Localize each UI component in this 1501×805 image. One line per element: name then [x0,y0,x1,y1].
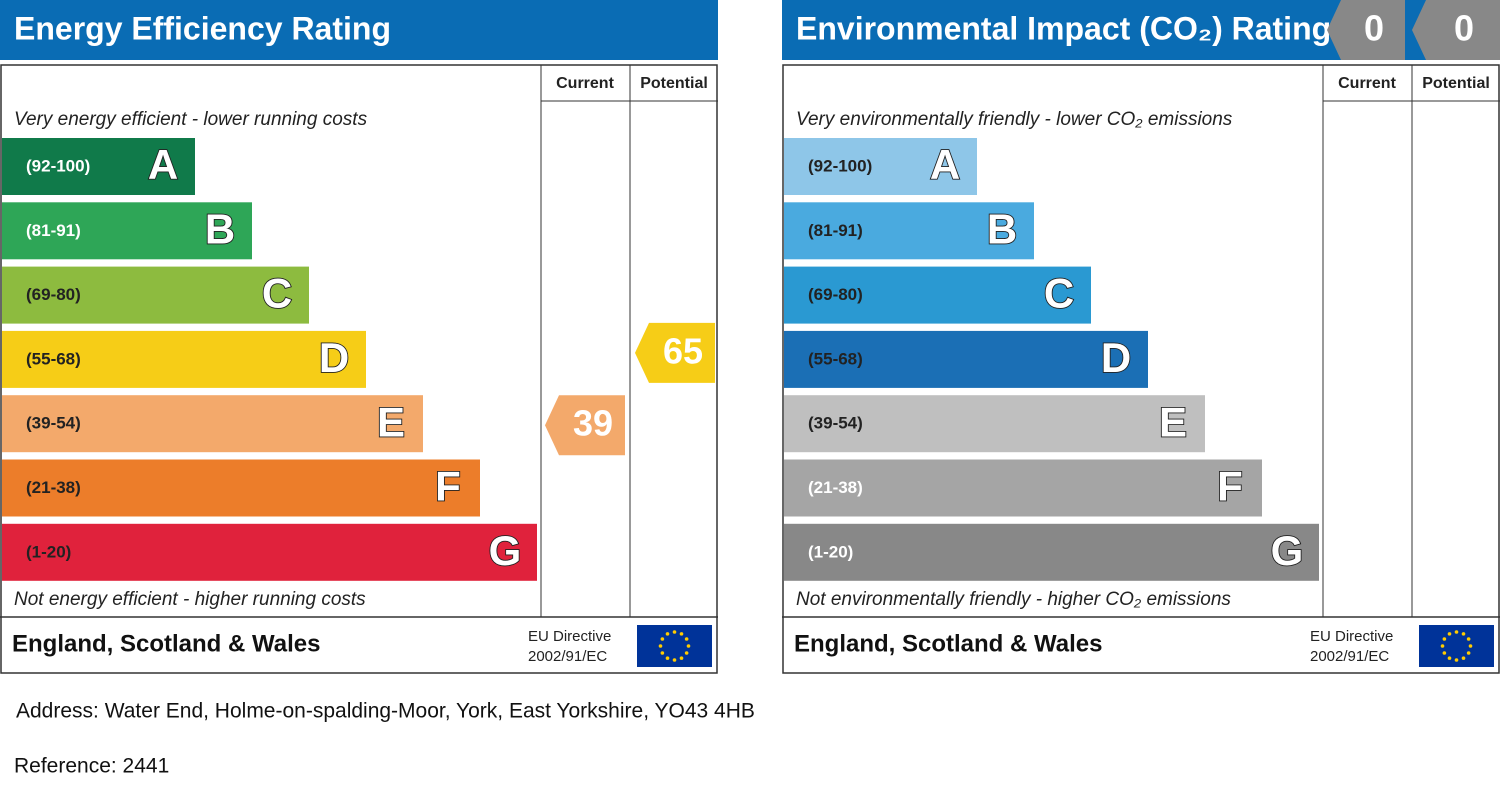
band-bar [784,523,1319,581]
eu-star [1468,644,1473,648]
eu-star [1454,658,1459,662]
band-bar [784,330,1148,388]
band-letter: A [148,141,178,188]
band-range: (81-91) [26,221,81,240]
directive: 2002/91/EC [528,648,607,665]
eu-star [672,658,677,662]
eu-star [1461,632,1466,636]
eu-star [660,651,665,655]
band-bar [2,202,252,260]
eu-star [684,651,689,655]
band-bar [2,523,537,581]
header [0,0,718,60]
band-bar [784,395,1205,453]
eu-star [1447,656,1452,660]
directive: EU Directive [1310,628,1393,645]
potential-arrow [635,322,715,383]
col-header: Current [556,75,614,92]
band-letter: E [1159,398,1187,445]
band-letter: F [1217,463,1243,510]
band-range: (39-54) [808,414,863,433]
current-arrow [1327,0,1405,60]
eu-star [672,630,677,634]
eu-star [1442,637,1447,641]
band-range: (21-38) [808,478,863,497]
band-range: (92-100) [808,156,872,175]
col-header: Potential [640,75,708,92]
current-value: 0 [1364,8,1384,49]
col-header: Current [1338,75,1396,92]
band-bar [784,138,977,195]
band-bar [2,266,309,324]
eu-star [684,637,689,641]
band-range: (1-20) [808,542,853,561]
potential-value: 0 [1454,8,1474,49]
band-range: (69-80) [808,285,863,304]
band-letter: E [377,398,405,445]
band-letter: G [489,527,522,574]
band-range: (81-91) [808,221,863,240]
table-frame [782,64,1500,674]
bottom-note: Not energy efficient - higher running co… [14,589,366,610]
col-header: Potential [1422,75,1490,92]
band-bar [2,138,195,195]
bottom-note: Not environmentally friendly - higher CO… [796,589,1231,610]
footer-country: England, Scotland & Wales [794,630,1102,657]
band-bar [2,330,366,388]
directive: EU Directive [528,628,611,645]
band-letter: G [1271,527,1304,574]
footer-country: England, Scotland & Wales [12,630,320,657]
eu-star [1447,632,1452,636]
band-letter: D [1101,334,1131,381]
eu-star [1466,651,1471,655]
band-bar [784,266,1091,324]
band-letter: A [930,141,960,188]
eu-star [660,637,665,641]
potential-arrow [1412,0,1500,60]
panel-title: Energy Efficiency Rating [14,10,391,46]
band-letter: B [205,205,235,252]
environmental-panel: Environmental Impact (CO₂) Rating Current… [782,0,1500,674]
eu-star [1442,651,1447,655]
band-bar [784,202,1034,260]
potential-value: 65 [663,330,703,371]
current-value: 39 [573,403,613,444]
address: Address: Water End, Holme-on-spalding-Mo… [16,700,755,723]
energy-panel: Energy Efficiency Rating Current Potential… [0,0,718,674]
top-note: Very environmentally friendly - lower CO… [796,109,1233,130]
band-range: (1-20) [26,542,71,561]
eu-star [665,656,670,660]
panel-title: Environmental Impact (CO₂) Rating [796,10,1331,46]
table-frame [0,64,718,674]
band-range: (21-38) [26,478,81,497]
top-note: Very energy efficient - lower running co… [14,109,368,130]
eu-star [686,644,691,648]
band-range: (69-80) [26,285,81,304]
band-letter: D [319,334,349,381]
eu-star [1454,630,1459,634]
band-range: (55-68) [808,349,863,368]
eu-star [1466,637,1471,641]
eu-star [1440,644,1445,648]
band-range: (55-68) [26,349,81,368]
band-letter: F [435,463,461,510]
band-letter: C [262,270,292,317]
band-letter: B [987,205,1017,252]
eu-star [665,632,670,636]
band-letter: C [1044,270,1074,317]
band-bar [2,395,423,453]
directive: 2002/91/EC [1310,648,1389,665]
eu-star [679,656,684,660]
eu-star [1461,656,1466,660]
eu-star [679,632,684,636]
band-bar [2,459,480,517]
current-arrow [545,395,625,456]
band-range: (92-100) [26,156,90,175]
band-bar [784,459,1262,517]
band-range: (39-54) [26,414,81,433]
reference: Reference: 2441 [14,755,169,778]
eu-star [658,644,663,648]
